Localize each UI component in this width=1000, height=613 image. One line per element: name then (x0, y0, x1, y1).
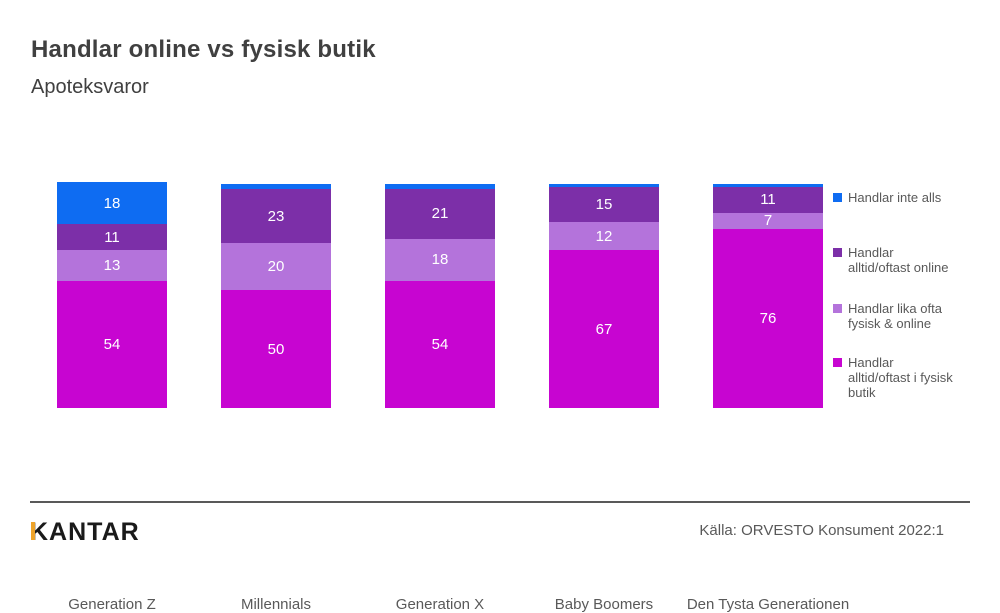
bar-value-label: 54 (103, 335, 121, 353)
legend-label: Handlar lika ofta fysisk & online (848, 301, 942, 331)
bar-column: 18 11 13 54 (57, 182, 167, 408)
bar-segment: 11 (713, 186, 823, 213)
legend-label-line: fysisk & online (848, 316, 932, 331)
bar-value-label: 15 (595, 195, 613, 213)
bar-value-label: 18 (431, 251, 449, 269)
category-label: Den Tysta Generationen (686, 596, 850, 613)
bar-value-label: 18 (103, 194, 121, 212)
legend-swatch (833, 304, 842, 313)
bar-value-label: 50 (267, 340, 285, 358)
kantar-logo: KANTAR (30, 518, 140, 547)
bar-segment: 23 (221, 189, 331, 244)
bar-column: 23 20 50 (221, 184, 331, 408)
legend: Handlar inte alls Handlar alltid/oftast on… (833, 190, 983, 400)
legend-label-line: Handlar (848, 245, 894, 260)
bar-segment: 7 (713, 212, 823, 230)
legend-item: Handlar lika ofta fysisk & online (833, 301, 983, 331)
bar-column: 15 12 67 (549, 184, 659, 408)
bar-value-label: 21 (431, 205, 449, 223)
bar-segment: 54 (57, 280, 167, 408)
stacked-bar-chart: 18 11 13 54 Generation Z 23 20 50 Millennials 21 1… (57, 180, 983, 613)
bar-value-label: 7 (763, 212, 773, 230)
bar-segment: 54 (385, 280, 495, 408)
legend-label-line: butik (848, 385, 876, 400)
bar-segment (713, 184, 823, 187)
legend-label: Handlar inte alls (848, 190, 941, 205)
bar-segment (385, 184, 495, 190)
bar-segment: 13 (57, 250, 167, 281)
bar-value-label: 11 (760, 191, 776, 209)
bar-value-label: 12 (595, 227, 613, 245)
bar-segment: 20 (221, 243, 331, 291)
bar-segment: 18 (385, 238, 495, 281)
legend-label: Handlar alltid/oftast online (848, 245, 948, 275)
bar-segment: 18 (57, 182, 167, 225)
source-text: Källa: ORVESTO Konsument 2022:1 (699, 522, 944, 539)
legend-label-line: alltid/oftast online (848, 260, 949, 275)
bar-segment (221, 184, 331, 190)
legend-label-line: Handlar lika ofta (848, 301, 942, 316)
legend-item: Handlar alltid/oftast online (833, 245, 983, 275)
bar-segment (549, 184, 659, 187)
bar-segment: 21 (385, 189, 495, 239)
footer-divider (30, 501, 970, 503)
bar-segment: 15 (549, 186, 659, 223)
bar-column: 21 18 54 (385, 184, 495, 408)
bar-value-label: 23 (267, 207, 285, 225)
legend-label: Handlar alltid/oftast i fysisk butik (848, 355, 953, 400)
legend-swatch (833, 193, 842, 202)
bar-value-label: 67 (595, 320, 613, 338)
bar-value-label: 76 (759, 310, 777, 328)
bar-value-label: 54 (431, 335, 449, 353)
legend-label-line: Handlar (848, 355, 894, 370)
bar-segment: 50 (221, 290, 331, 408)
legend-swatch (833, 248, 842, 257)
legend-item: Handlar inte alls (833, 190, 983, 205)
bar-value-label: 20 (267, 258, 285, 276)
page-title: Handlar online vs fysisk butik (31, 36, 376, 63)
kantar-k-accent (31, 522, 35, 540)
bar-value-label: 11 (104, 228, 120, 246)
bars-area: 18 11 13 54 Generation Z 23 20 50 Millennials 21 1… (57, 180, 849, 613)
bar-segment: 67 (549, 250, 659, 408)
legend-item: Handlar alltid/oftast i fysisk butik (833, 355, 983, 400)
bar-value-label: 13 (103, 257, 121, 275)
legend-label-line: alltid/oftast i fysisk (848, 370, 953, 385)
page-subtitle: Apoteksvaror (31, 76, 149, 98)
legend-label-line: Handlar inte alls (848, 190, 942, 205)
bar-segment: 76 (713, 229, 823, 408)
kantar-logo-text: KANTAR (30, 518, 140, 546)
bar-segment: 12 (549, 222, 659, 251)
bar-segment: 11 (57, 224, 167, 251)
legend-swatch (833, 358, 842, 367)
bar-column: 11 7 76 (713, 184, 823, 408)
slide: Handlar online vs fysisk butik Apoteksva… (30, 36, 983, 613)
